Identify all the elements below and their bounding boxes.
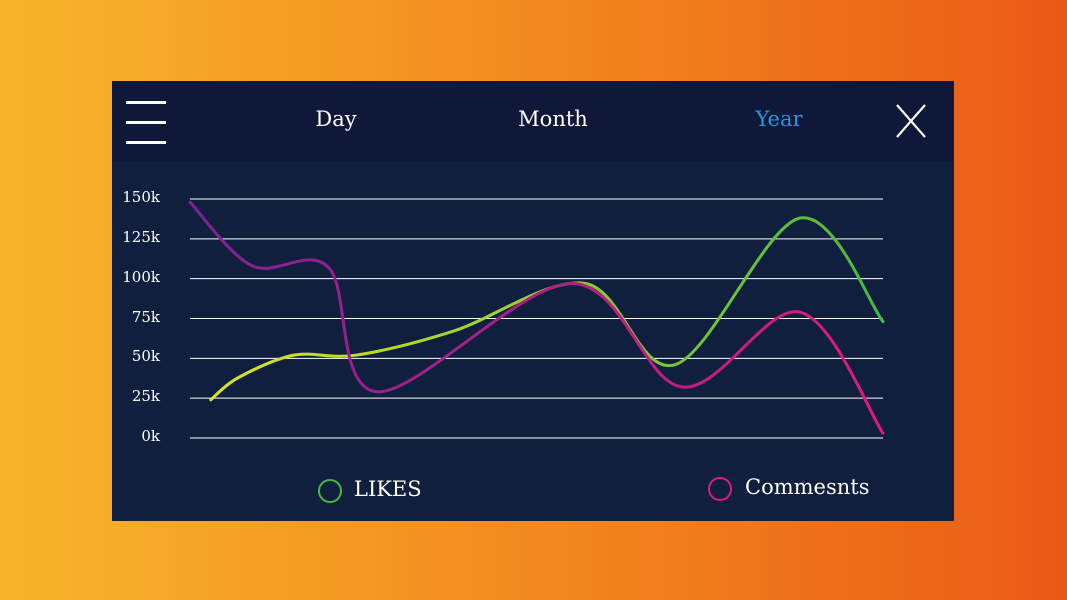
tab-year[interactable]: Year [755,107,803,131]
y-tick-label: 25k [131,387,160,406]
y-tick-label: 125k [122,227,160,246]
comments-series-line [188,200,885,435]
y-tick-label: 0k [141,427,160,445]
y-tick-label: 75k [131,307,160,326]
series-lines [188,200,885,435]
legend-likes-marker [318,479,342,503]
legend-comments-label: Commesnts [745,475,870,499]
line-chart [188,198,885,439]
legend-comments-marker [708,477,732,501]
y-tick-label: 100k [122,267,160,286]
top-bar: Day Month Year [112,81,954,161]
tab-month[interactable]: Month [518,107,588,131]
close-icon[interactable] [894,99,928,143]
likes-series-line [209,216,885,402]
y-tick-label: 150k [122,188,160,206]
y-tick-label: 50k [131,347,160,366]
chart-panel: Day Month Year 0k 25k 50k 75k 100k 125k 150k L… [112,81,954,521]
tab-day[interactable]: Day [315,107,357,131]
hamburger-menu-icon[interactable] [126,101,166,145]
grid-lines [190,198,883,439]
legend-likes-label: LIKES [354,477,422,501]
